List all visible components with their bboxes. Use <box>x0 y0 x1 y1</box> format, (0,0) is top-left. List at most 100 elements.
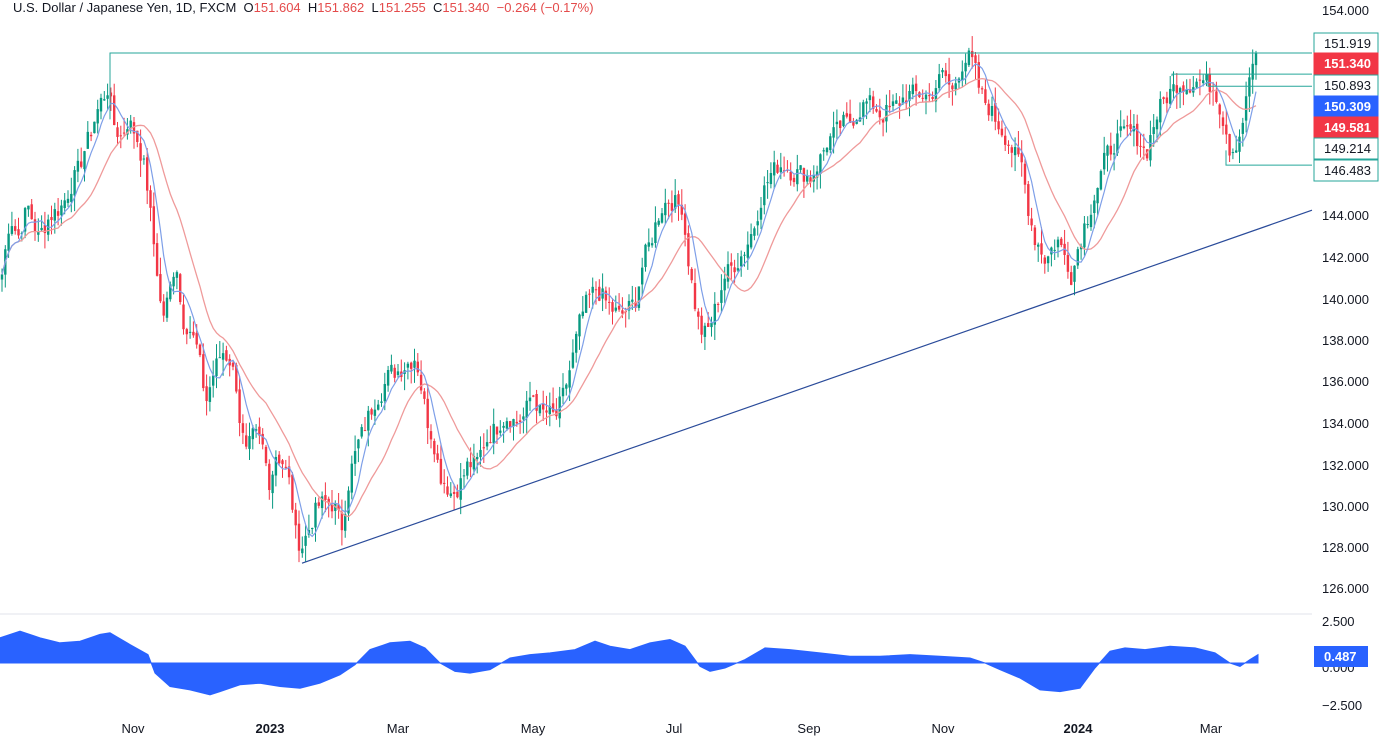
candle-body <box>743 254 746 256</box>
close-label: C <box>433 0 443 15</box>
support-line[interactable] <box>1225 150 1312 166</box>
change-value: −0.264 (−0.17%) <box>496 0 594 15</box>
candle-body <box>23 208 27 232</box>
price-tick-label: 132.000 <box>1322 458 1369 473</box>
range-low-line[interactable] <box>1207 74 1312 87</box>
candle-body <box>680 204 683 215</box>
candle-body <box>1007 144 1010 146</box>
candle-body <box>83 151 86 170</box>
price-axis[interactable]: 154.000 144.000 142.000 140.000 138.000 136.0… <box>1322 3 1369 713</box>
candle-body <box>1109 145 1112 155</box>
price-label-text: 146.483 <box>1324 163 1371 178</box>
candle-body <box>654 222 657 244</box>
price-tick-label: 134.000 <box>1322 416 1369 431</box>
candle-body <box>324 495 327 500</box>
candle-body <box>581 311 584 317</box>
price-label-box <box>1313 159 1379 182</box>
price-pane[interactable] <box>0 36 1313 615</box>
time-tick-label: Nov <box>121 721 145 736</box>
time-axis[interactable]: Nov 2023 Mar May Jul Sep Nov 2024 Mar <box>121 721 1222 736</box>
candle-body <box>205 386 208 402</box>
resistance-line[interactable] <box>109 52 1312 120</box>
candle-body <box>1218 104 1221 115</box>
candle-body <box>746 244 749 258</box>
price-tick-label: 136.000 <box>1322 374 1369 389</box>
candle-body <box>941 69 944 73</box>
candle-body <box>852 120 855 126</box>
range-high-line[interactable] <box>1171 73 1312 77</box>
candle-body <box>977 62 980 88</box>
close-value: 151.340 <box>442 0 490 15</box>
candle-body <box>650 243 654 246</box>
candle-body <box>139 143 142 161</box>
candle-body <box>726 264 730 282</box>
candle-body <box>347 490 350 514</box>
candle-body <box>159 274 162 302</box>
candle-body <box>37 231 40 235</box>
candle-body <box>908 91 911 101</box>
candle-body <box>839 120 842 129</box>
candle-body <box>86 131 89 149</box>
candle-body <box>806 175 809 182</box>
candle-body <box>1185 89 1188 95</box>
candle-body <box>796 169 799 185</box>
candle-body <box>1043 257 1046 264</box>
candle-body <box>350 463 353 493</box>
candle-body <box>1116 133 1119 154</box>
candle-body <box>779 167 782 173</box>
candle-body <box>271 474 274 494</box>
candle-body <box>967 50 971 66</box>
candle-body <box>1169 88 1172 104</box>
candle-body <box>132 122 136 134</box>
candle-body <box>525 400 528 418</box>
candle-body <box>551 403 555 412</box>
open-label: O <box>243 0 254 15</box>
candle-body <box>456 491 459 498</box>
time-tick-label: 2024 <box>1064 721 1094 736</box>
candle-body <box>1086 224 1089 226</box>
candle-body <box>974 55 977 64</box>
candle-body <box>1225 124 1228 135</box>
price-label-text: 149.581 <box>1324 120 1371 135</box>
candle-body <box>499 430 502 433</box>
candle-body <box>122 132 126 134</box>
candle-body <box>1033 227 1037 246</box>
candle-body <box>878 110 881 118</box>
candle-body <box>598 286 601 301</box>
candle-body <box>756 221 759 226</box>
candle-body <box>921 97 924 99</box>
candle-body <box>1165 97 1169 104</box>
candle-body <box>621 310 624 314</box>
price-tick-label: 140.000 <box>1322 292 1369 307</box>
candle-body <box>182 304 185 330</box>
oscillator-pane[interactable] <box>0 630 1259 696</box>
low-value: 151.255 <box>378 0 426 15</box>
candle-body <box>591 286 594 293</box>
candle-body <box>749 234 753 248</box>
candle-body <box>175 272 179 278</box>
candle-body <box>951 85 954 90</box>
candle-body <box>835 121 839 125</box>
price-tick-label: 142.000 <box>1322 250 1369 265</box>
candle-body <box>1066 255 1070 272</box>
candle-body <box>647 242 650 247</box>
candle-body <box>584 294 588 313</box>
candle-body <box>476 457 479 460</box>
candle-body <box>994 102 997 122</box>
candle-body <box>611 302 614 312</box>
candle-body <box>466 461 469 476</box>
ascending-trendline[interactable] <box>301 209 1313 564</box>
candle-body <box>558 396 561 419</box>
candle-body <box>202 354 205 389</box>
candle-body <box>763 185 766 206</box>
candle-body <box>304 535 307 546</box>
candle-body <box>416 361 419 373</box>
candle-body <box>7 233 10 251</box>
candle-body <box>370 409 373 415</box>
candle-body <box>693 283 697 310</box>
candle-body <box>1056 239 1060 248</box>
candle-body <box>1215 91 1218 102</box>
candle-body <box>588 293 591 295</box>
candle-body <box>66 198 70 203</box>
